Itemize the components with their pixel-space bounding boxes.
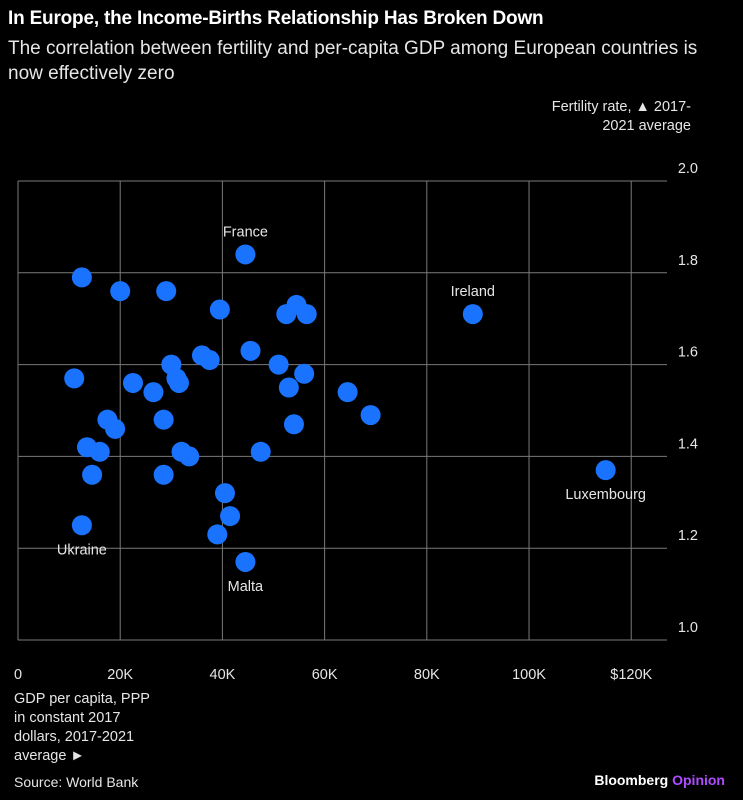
data-point: [153, 409, 174, 430]
y-tick-label: 2.0: [678, 161, 698, 177]
data-point: [153, 464, 174, 485]
source-note: Source: World Bank: [14, 774, 139, 790]
data-point: [462, 304, 483, 325]
data-point: [166, 368, 187, 389]
data-point: [209, 299, 230, 320]
x-tick-label: 80K: [414, 667, 440, 683]
data-point: [278, 377, 299, 398]
data-point: [199, 350, 220, 371]
data-point: [276, 304, 297, 325]
data-point: [235, 551, 256, 572]
data-point: [360, 405, 381, 426]
data-point: [156, 281, 177, 302]
chart-subtitle: The correlation between fertility and pe…: [8, 38, 698, 84]
brand-name: Bloomberg: [594, 772, 669, 788]
data-point: [296, 304, 317, 325]
data-point: [250, 441, 271, 462]
data-point: [268, 354, 289, 375]
data-point: [143, 382, 164, 403]
chart-title: In Europe, the Income-Births Relationshi…: [8, 8, 544, 29]
data-point: [235, 244, 256, 265]
annotation-label: Luxembourg: [565, 487, 646, 503]
data-point: [64, 368, 85, 389]
data-point: [294, 363, 315, 384]
annotation-label: Malta: [228, 579, 264, 595]
data-point: [122, 372, 143, 393]
brand-logo: Bloomberg Opinion: [594, 772, 725, 788]
data-point: [82, 464, 103, 485]
data-point: [179, 446, 200, 467]
x-tick-label: 0: [14, 667, 22, 683]
data-point: [110, 281, 131, 302]
y-tick-label: 1.0: [678, 620, 698, 636]
data-point: [71, 267, 92, 288]
x-tick-label: 20K: [107, 667, 133, 683]
x-tick-label: 60K: [312, 667, 338, 683]
data-point: [283, 414, 304, 435]
y-tick-label: 1.2: [678, 528, 698, 544]
y-axis-label: Fertility rate, ▲ 2017-2021 average: [551, 99, 691, 134]
data-point: [595, 460, 616, 481]
brand-suffix: Opinion: [672, 772, 725, 788]
y-tick-label: 1.4: [678, 436, 698, 452]
data-point: [207, 524, 228, 545]
x-tick-label: 100K: [512, 667, 546, 683]
data-point: [220, 506, 241, 527]
x-tick-label: $120K: [610, 667, 652, 683]
data-point: [240, 340, 261, 361]
annotation-label: Ukraine: [57, 542, 107, 558]
data-point: [337, 382, 358, 403]
y-tick-label: 1.8: [678, 253, 698, 269]
x-tick-label: 40K: [210, 667, 236, 683]
y-tick-label: 1.6: [678, 345, 698, 361]
data-point: [105, 418, 126, 439]
data-point: [71, 515, 92, 536]
data-point: [214, 483, 235, 504]
x-axis-label: GDP per capita, PPP in constant 2017 dol…: [14, 691, 150, 764]
annotation-label: Ireland: [451, 284, 495, 300]
data-point: [89, 441, 110, 462]
annotation-label: France: [223, 224, 268, 240]
